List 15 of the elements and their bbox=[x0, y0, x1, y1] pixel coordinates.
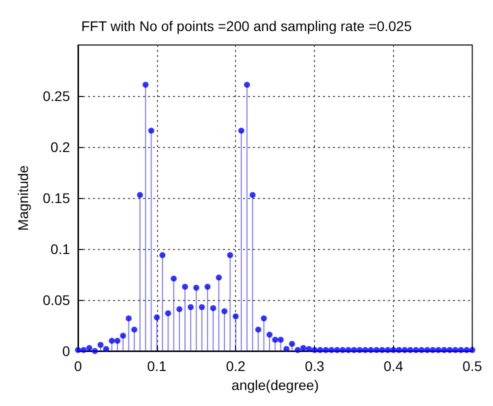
x-tick-label: 0.5 bbox=[462, 358, 482, 374]
x-tick-label: 0.2 bbox=[226, 358, 246, 374]
y-tick-label: 0.1 bbox=[50, 241, 70, 257]
y-tick-label: 0 bbox=[62, 343, 70, 359]
x-tick-label: 0.3 bbox=[304, 358, 325, 374]
y-axis-title: Magnitude bbox=[15, 165, 31, 231]
x-tick-label: 0 bbox=[74, 358, 82, 374]
y-tick-label: 0.25 bbox=[42, 88, 70, 104]
y-tick-label: 0.05 bbox=[42, 292, 70, 308]
x-tick-label: 0.4 bbox=[384, 358, 404, 374]
chart-title: FFT with No of points =200 and sampling rate =0.025 bbox=[81, 18, 412, 34]
x-axis-title: angle(degree) bbox=[232, 376, 319, 393]
y-tick-label: 0.15 bbox=[42, 190, 70, 206]
y-tick-label: 0.2 bbox=[50, 139, 70, 155]
x-tick-label: 0.1 bbox=[147, 358, 167, 374]
